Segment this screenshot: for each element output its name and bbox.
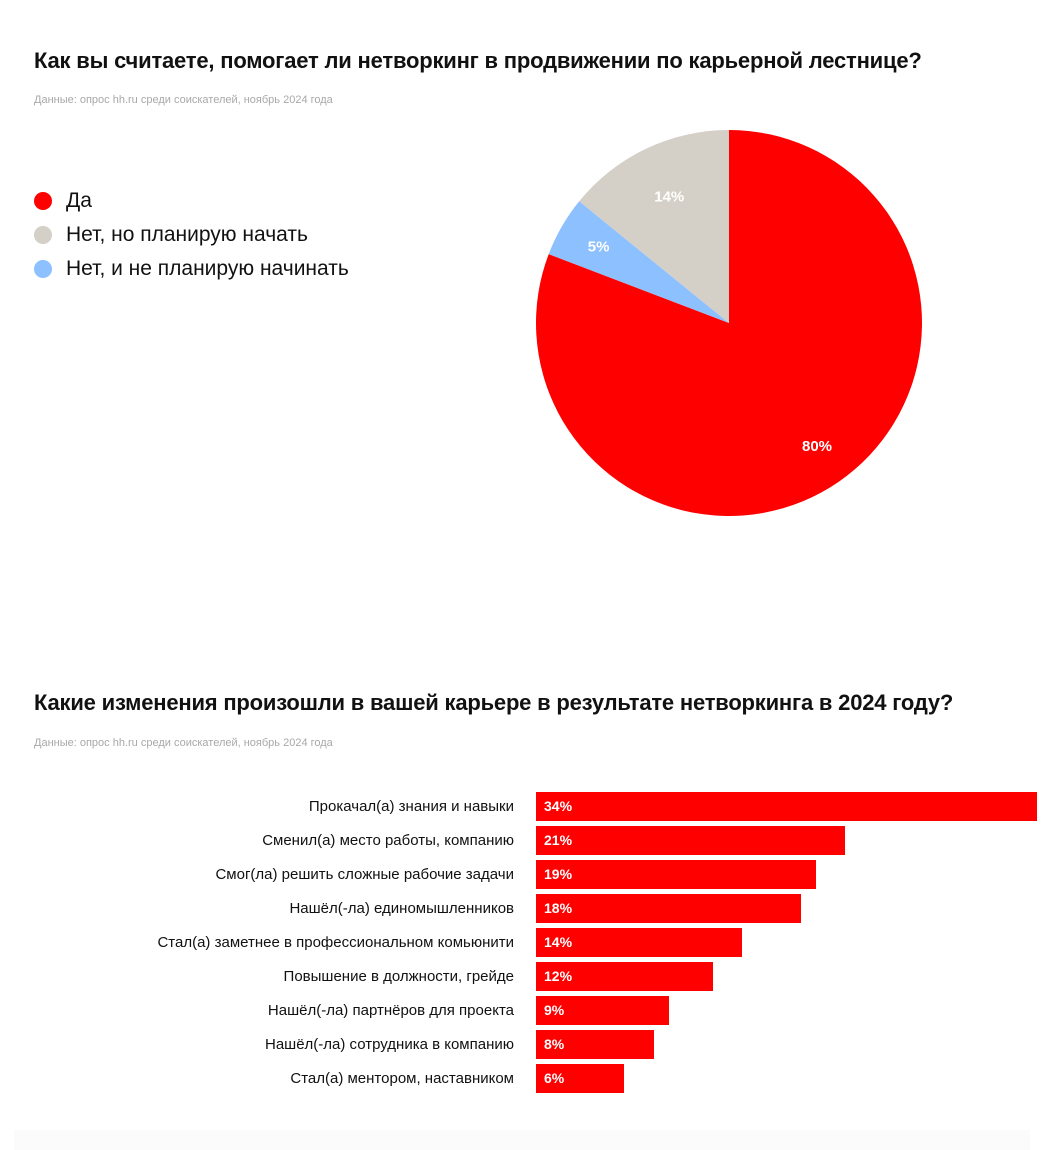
bar-value-label: 21%	[544, 832, 573, 848]
legend-item-yes: Да	[34, 184, 349, 218]
bar-row: Нашёл(-ла) сотрудника в компанию 8%	[0, 1030, 1044, 1059]
pie-slice-no-not-planning-value-label: 5%	[588, 239, 610, 256]
bar-value-label: 6%	[544, 1070, 565, 1086]
bar-row: Нашёл(-ла) единомышленников 18%	[0, 894, 1044, 923]
bar-chart-source: Данные: опрос hh.ru среди соискателей, н…	[34, 737, 333, 749]
pie-slice-no-but-planning	[579, 130, 729, 323]
bar	[536, 792, 1037, 821]
legend-marker-icon	[34, 260, 52, 278]
legend-item-no-not-planning: Нет, и не планирую начинать	[34, 252, 349, 286]
bar-category-label: Нашёл(-ла) сотрудника в компанию	[265, 1036, 514, 1053]
bar-category-label: Повышение в должности, грейде	[283, 968, 514, 985]
bar-row: Прокачал(а) знания и навыки 34%	[0, 792, 1044, 821]
bar	[536, 962, 713, 991]
bar-category-label: Сменил(а) место работы, компанию	[262, 832, 514, 849]
bar-row: Повышение в должности, грейде 12%	[0, 962, 1044, 991]
pie-chart-source: Данные: опрос hh.ru среди соискателей, н…	[34, 94, 333, 106]
bar-chart: Прокачал(а) знания и навыки 34% Сменил(а) …	[0, 792, 1044, 1097]
bar-category-label: Стал(а) заметнее в профессиональном комь…	[157, 934, 514, 951]
legend-label: Да	[66, 189, 92, 212]
bar-row: Смог(ла) решить сложные рабочие задачи 19…	[0, 860, 1044, 889]
pie-slice-yes-value-label: 80%	[802, 438, 832, 455]
bar-value-label: 8%	[544, 1036, 565, 1052]
bar-row: Стал(а) заметнее в профессиональном комь…	[0, 928, 1044, 957]
bar	[536, 1030, 654, 1059]
bar-row: Сменил(а) место работы, компанию 21%	[0, 826, 1044, 855]
bar-value-label: 18%	[544, 900, 573, 916]
bar	[536, 928, 743, 957]
footer-band	[14, 1130, 1030, 1150]
bar-value-label: 34%	[544, 798, 573, 814]
bar-chart-title: Какие изменения произошли в вашей карьер…	[34, 690, 954, 715]
pie-chart-title: Как вы считаете, помогает ли нетворкинг …	[34, 48, 922, 73]
legend-item-no-but-planning: Нет, но планирую начать	[34, 218, 349, 252]
bar-category-label: Нашёл(-ла) единомышленников	[289, 900, 514, 917]
bar-category-label: Нашёл(-ла) партнёров для проекта	[267, 1002, 514, 1019]
bar-row: Стал(а) ментором, наставником 6%	[0, 1064, 1044, 1093]
bar	[536, 1064, 625, 1093]
bar	[536, 894, 802, 923]
bar	[536, 826, 846, 855]
bar-value-label: 14%	[544, 934, 573, 950]
pie-slice-no-but-planning-value-label: 14%	[654, 188, 684, 205]
bar-category-label: Смог(ла) решить сложные рабочие задачи	[215, 866, 514, 883]
legend-marker-icon	[34, 192, 52, 210]
bar	[536, 860, 816, 889]
legend-label: Нет, и не планирую начинать	[66, 257, 349, 280]
bar-value-label: 19%	[544, 866, 573, 882]
pie-chart: 80% 5% 14%	[536, 130, 922, 516]
bar-category-label: Прокачал(а) знания и навыки	[308, 798, 514, 815]
bar-value-label: 12%	[544, 968, 573, 984]
bar	[536, 996, 669, 1025]
pie-slice-no-not-planning	[548, 201, 729, 323]
legend-label: Нет, но планирую начать	[66, 223, 308, 246]
legend-marker-icon	[34, 226, 52, 244]
pie-legend: Да Нет, но планирую начать Нет, и не пла…	[34, 184, 349, 286]
bar-row: Нашёл(-ла) партнёров для проекта 9%	[0, 996, 1044, 1025]
bar-value-label: 9%	[544, 1002, 565, 1018]
bar-category-label: Стал(а) ментором, наставником	[290, 1070, 514, 1087]
